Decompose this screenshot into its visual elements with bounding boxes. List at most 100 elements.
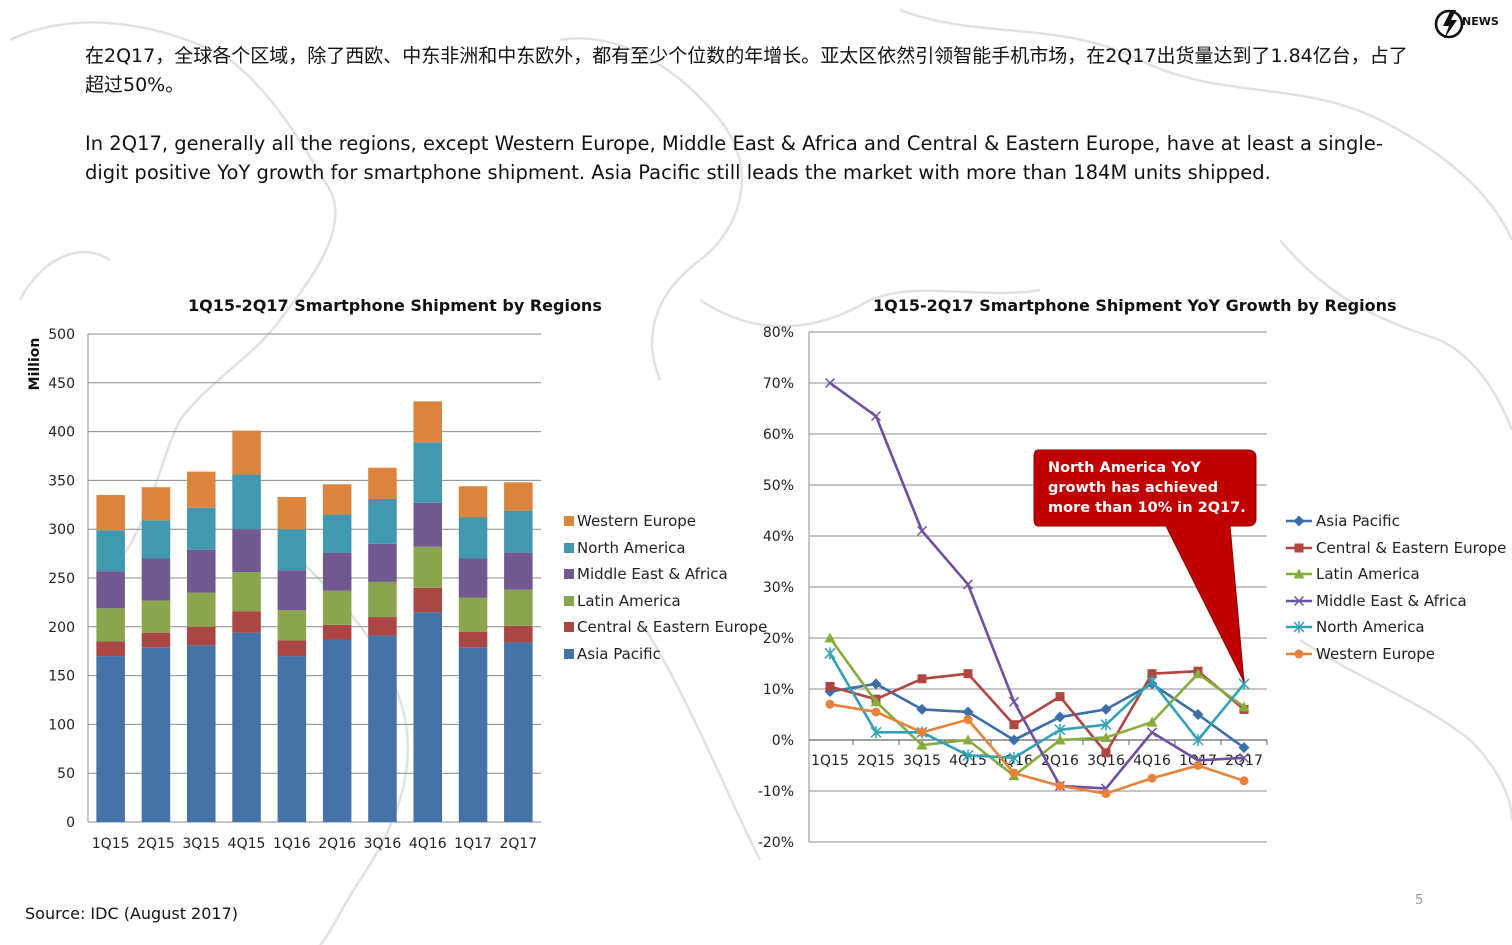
- bar-segment-central-and-eastern-europe: [277, 640, 307, 657]
- x-tick-label: 1Q15: [92, 836, 130, 852]
- bar-segment-central-and-eastern-europe: [96, 641, 125, 657]
- callout-text: North America YoY growth has achieved mo…: [1048, 460, 1246, 516]
- y-tick-label: -10%: [758, 784, 794, 800]
- data-point: [824, 647, 836, 660]
- data-point: [962, 579, 974, 590]
- data-point: [1238, 742, 1250, 754]
- x-tick-label: 4Q16: [1133, 753, 1171, 769]
- bar-segment-latin-america: [458, 597, 488, 632]
- logo-text: NEWS: [1462, 15, 1499, 28]
- bar-segment-western-europe: [96, 495, 125, 531]
- legend-marker: [1286, 621, 1312, 634]
- data-point: [1293, 595, 1305, 606]
- legend-marker: [1286, 568, 1312, 579]
- page-number: 5: [1415, 893, 1424, 908]
- legend-label: Latin America: [577, 591, 681, 610]
- legend-label: Central & Eastern Europe: [577, 618, 768, 637]
- bar-segment-middle-east-and-africa: [368, 543, 397, 582]
- y-tick-label: 450: [48, 376, 75, 392]
- bar-segment-asia-pacific: [368, 635, 397, 822]
- legend-item-north-america: North America: [564, 538, 686, 558]
- legend-item-middle-east-and-africa: Middle East & Africa: [564, 564, 728, 584]
- bar-segment-western-europe: [186, 471, 216, 508]
- bar-segment-central-and-eastern-europe: [413, 587, 443, 613]
- data-point: [1293, 621, 1305, 634]
- y-tick-label: 350: [48, 473, 75, 489]
- bar-segment-asia-pacific: [96, 656, 125, 822]
- data-point: [1239, 776, 1249, 786]
- legend-label: Western Europe: [1316, 645, 1436, 663]
- data-point: [1294, 543, 1304, 553]
- stacked-bar-chart: 0 50 100 150 200 250 300 350 400 450 500 Million 1Q1…: [27, 327, 541, 852]
- y-axis-title: Million: [27, 338, 43, 391]
- data-point: [1054, 734, 1066, 745]
- data-point: [870, 678, 882, 690]
- series-line: [829, 703, 1245, 795]
- y-tick-label: 500: [48, 327, 75, 343]
- legend-item-latin-america: Latin America: [564, 591, 681, 611]
- legend-label: North America: [1316, 618, 1425, 637]
- bar-segment-asia-pacific: [141, 647, 171, 822]
- bar-segment-middle-east-and-africa: [458, 558, 488, 598]
- intro-paragraph-cn: 在2Q17，全球各个区域，除了西欧、中东非洲和中东欧外，都有至少个位数的年增长。…: [85, 45, 1408, 96]
- legend-item-central-and-eastern-europe: Central & Eastern Europe: [1286, 538, 1506, 558]
- bar-segment-central-and-eastern-europe: [504, 625, 533, 643]
- bar-segment-central-and-eastern-europe: [322, 624, 352, 640]
- line-chart-legend: Asia Pacific Central & Eastern Europe Lati…: [1286, 511, 1510, 671]
- bar-segment-middle-east-and-africa: [504, 552, 533, 590]
- bar-segment-central-and-eastern-europe: [232, 611, 261, 633]
- bar-segment-latin-america: [186, 592, 216, 627]
- data-point: [916, 703, 928, 715]
- bar-segment-western-europe: [368, 467, 397, 499]
- data-point: [962, 734, 974, 745]
- x-tick-label: 2Q16: [318, 836, 356, 852]
- bar-segment-north-america: [232, 474, 261, 530]
- data-point: [824, 632, 836, 643]
- data-point: [1055, 692, 1065, 702]
- legend-item-western-europe: Western Europe: [564, 511, 696, 531]
- bar-segment-western-europe: [458, 486, 488, 518]
- data-point: [1008, 751, 1020, 764]
- data-point: [1101, 789, 1111, 799]
- bar-segment-asia-pacific: [232, 632, 261, 822]
- x-tick-label: 2Q15: [137, 836, 175, 852]
- bar-segment-north-america: [413, 442, 443, 503]
- y-tick-label: 300: [48, 522, 75, 538]
- bar-segment-latin-america: [368, 581, 397, 618]
- data-point: [870, 411, 882, 422]
- data-point: [825, 681, 835, 691]
- line-chart: -20% -10% 0% 10% 20% 30% 40% 50% 60% 70% 80% 1Q15 2Q…: [758, 325, 1268, 851]
- y-tick-label: 50%: [763, 478, 794, 494]
- bar-segment-north-america: [141, 520, 171, 559]
- data-point: [870, 696, 882, 707]
- y-tick-label: 10%: [763, 682, 794, 698]
- bar-chart-legend: Western Europe North America Middle East &…: [564, 511, 767, 671]
- legend-item-asia-pacific: Asia Pacific: [564, 644, 661, 664]
- y-tick-label: 100: [48, 717, 75, 733]
- data-point: [1146, 727, 1158, 738]
- bar-segment-central-and-eastern-europe: [186, 626, 216, 646]
- data-point: [1100, 718, 1112, 731]
- legend-item-asia-pacific: Asia Pacific: [1286, 511, 1400, 531]
- y-tick-label: 20%: [763, 631, 794, 647]
- x-tick-label: 1Q16: [273, 836, 311, 852]
- x-tick-label: 2Q17: [499, 836, 537, 852]
- data-point: [1192, 734, 1204, 746]
- bar-segment-western-europe: [322, 484, 352, 515]
- x-tick-label: 3Q15: [903, 753, 941, 769]
- data-point: [917, 727, 927, 737]
- y-tick-label: 200: [48, 620, 75, 636]
- legend-item-central-and-eastern-europe: Central & Eastern Europe: [564, 617, 767, 637]
- y-tick-label: 50: [57, 766, 75, 782]
- series-line: [829, 669, 1245, 755]
- data-point: [917, 674, 927, 684]
- bar-segment-north-america: [96, 530, 125, 572]
- legend-label: Asia Pacific: [577, 645, 661, 663]
- source-note: Source: IDC (August 2017): [25, 904, 239, 923]
- y-tick-label: 60%: [763, 427, 794, 443]
- data-point: [1101, 748, 1111, 758]
- bar-segment-latin-america: [277, 610, 307, 641]
- x-tick-label: 3Q15: [182, 836, 220, 852]
- bar-chart-title: 1Q15-2Q17 Smartphone Shipment by Regions: [188, 296, 602, 315]
- bar-segment-north-america: [368, 498, 397, 544]
